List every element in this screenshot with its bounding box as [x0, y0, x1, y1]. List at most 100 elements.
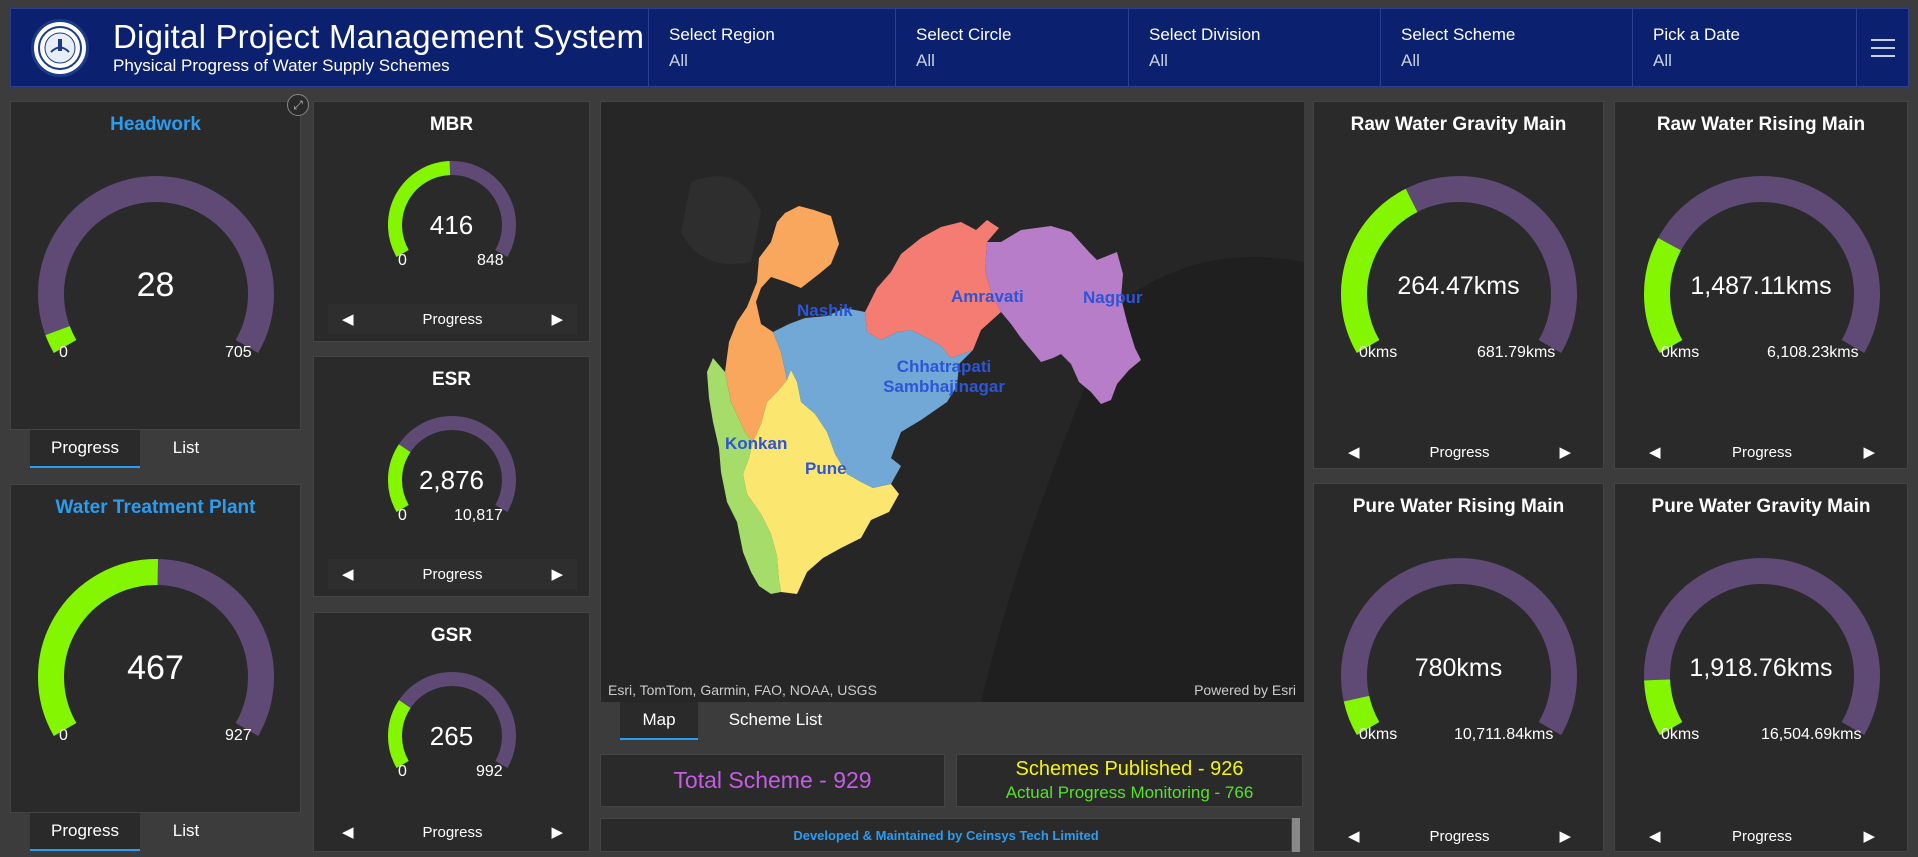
- pwrm-pager: ◀ Progress ▶: [1334, 823, 1585, 849]
- scrollbar[interactable]: [1292, 818, 1300, 852]
- app-header: Digital Project Management System Physic…: [10, 8, 1909, 87]
- gauge-track: [1341, 558, 1577, 735]
- pwrm-gauge: [1341, 558, 1577, 735]
- map-canvas[interactable]: [601, 102, 1304, 702]
- map-label-pune: Pune: [805, 459, 847, 478]
- filter-circle[interactable]: Select Circle All: [896, 9, 1129, 86]
- filter-region-label: Select Region: [669, 25, 775, 44]
- caret-left-icon[interactable]: ◀: [1649, 444, 1661, 461]
- rwgm-pager: ◀ Progress ▶: [1334, 439, 1585, 465]
- map-powered-by[interactable]: Powered by Esri: [1194, 682, 1296, 698]
- gsr-pager-label: Progress: [422, 823, 483, 841]
- mbr-gauge: [388, 161, 516, 257]
- rwrm-value: 1,487.11kms: [1690, 272, 1832, 300]
- gauge-fill: [1644, 678, 1683, 735]
- rwrm-title: Raw Water Rising Main: [1656, 114, 1866, 135]
- mbr-panel: MBR 416 0 848 ◀ Progress ▶: [313, 101, 590, 342]
- tab-map[interactable]: Map: [620, 702, 698, 740]
- pwgm-title: Pure Water Gravity Main: [1651, 496, 1871, 517]
- pwgm-pager: ◀ Progress ▶: [1635, 823, 1889, 849]
- filter-date[interactable]: Pick a Date All: [1633, 9, 1857, 86]
- mbr-min: 0: [398, 252, 407, 269]
- tab-list[interactable]: List: [150, 430, 222, 468]
- pwgm-min: 0kms: [1661, 726, 1700, 743]
- rwrm-pager-label: Progress: [1731, 443, 1793, 461]
- caret-right-icon[interactable]: ▶: [1863, 828, 1875, 845]
- gauge-fill: [38, 559, 158, 736]
- rwgm-title: Raw Water Gravity Main: [1350, 114, 1567, 135]
- headwork-panel: Headwork 28 0 705: [10, 101, 301, 430]
- gauge-fill: [1341, 188, 1418, 353]
- map-region-pune[interactable]: [743, 370, 899, 594]
- filter-division[interactable]: Select Division All: [1129, 9, 1381, 86]
- gauge-fill: [388, 700, 411, 768]
- filter-circle-label: Select Circle: [916, 25, 1012, 44]
- caret-right-icon[interactable]: ▶: [551, 824, 563, 841]
- mbr-pager-label: Progress: [422, 310, 483, 328]
- gsr-panel: GSR 265 0 992 ◀ Progress ▶: [313, 612, 590, 852]
- caret-right-icon[interactable]: ▶: [551, 311, 563, 328]
- esr-min: 0: [398, 507, 407, 524]
- filter-scheme[interactable]: Select Scheme All: [1381, 9, 1633, 86]
- rwrm-min: 0kms: [1661, 344, 1700, 361]
- caret-right-icon[interactable]: ▶: [1559, 444, 1571, 461]
- mbr-value: 416: [429, 210, 474, 240]
- expand-icon[interactable]: ⤢: [287, 94, 309, 116]
- map-region-nashik[interactable]: [725, 206, 839, 442]
- caret-left-icon[interactable]: ◀: [1649, 828, 1661, 845]
- rwgm-max: 681.79kms: [1477, 344, 1556, 361]
- map-label-nagpur: Nagpur: [1083, 288, 1143, 307]
- headwork-tabs: Progress List: [30, 430, 222, 468]
- map-region-konkan[interactable]: [707, 358, 781, 594]
- logo-icon: [31, 18, 89, 77]
- caret-right-icon[interactable]: ▶: [1863, 444, 1875, 461]
- tab-scheme-list[interactable]: Scheme List: [708, 702, 843, 740]
- map-attribution: Esri, TomTom, Garmin, FAO, NOAA, USGS: [608, 682, 877, 698]
- mbr-max: 848: [477, 252, 504, 269]
- pwrm-pager-label: Progress: [1429, 827, 1490, 845]
- schemes-published-text: Schemes Published - 926: [1015, 758, 1244, 780]
- tab-progress[interactable]: Progress: [30, 430, 140, 468]
- map-label-amravati: Amravati: [951, 287, 1024, 306]
- total-scheme-box: Total Scheme - 929: [600, 754, 945, 807]
- filter-region-value: All: [669, 51, 688, 70]
- caret-right-icon[interactable]: ▶: [551, 566, 563, 583]
- esr-gauge: [388, 416, 516, 512]
- wtp-title: Water Treatment Plant: [55, 497, 256, 518]
- menu-button[interactable]: [1857, 9, 1908, 86]
- pwrm-title: Pure Water Rising Main: [1352, 496, 1565, 517]
- tab-list[interactable]: List: [150, 813, 222, 851]
- map-region-chhatrapati-sambhajinagar[interactable]: [773, 308, 973, 488]
- tab-progress[interactable]: Progress: [30, 813, 140, 851]
- filter-division-label: Select Division: [1149, 25, 1261, 44]
- map-region-amravati[interactable]: [865, 220, 1001, 358]
- caret-left-icon[interactable]: ◀: [342, 824, 354, 841]
- gauge-fill: [45, 325, 77, 353]
- caret-left-icon[interactable]: ◀: [1348, 828, 1360, 845]
- rwgm-pager-label: Progress: [1429, 443, 1490, 461]
- app-title: Digital Project Management System: [113, 18, 645, 55]
- brand: Digital Project Management System Physic…: [11, 9, 649, 86]
- caret-left-icon[interactable]: ◀: [342, 566, 354, 583]
- gsr-title: GSR: [430, 625, 473, 646]
- headwork-title: Headwork: [110, 114, 201, 135]
- map-panel[interactable]: Nashik Amravati Nagpur Chhatrapati Sambh…: [600, 101, 1304, 702]
- pwgm-gauge: [1644, 558, 1880, 735]
- rwgm-panel: Raw Water Gravity Main 264.47kms 0kms 68…: [1313, 101, 1604, 469]
- pwrm-max: 10,711.84kms: [1454, 726, 1554, 743]
- filter-region[interactable]: Select Region All: [649, 9, 896, 86]
- esr-title: ESR: [431, 369, 472, 390]
- filter-circle-value: All: [916, 51, 935, 70]
- rwrm-pager: ◀ Progress ▶: [1635, 439, 1889, 465]
- mbr-pager: ◀ Progress ▶: [328, 304, 577, 334]
- filter-scheme-label: Select Scheme: [1401, 25, 1516, 44]
- gauge-track: [1644, 176, 1880, 353]
- caret-right-icon[interactable]: ▶: [1559, 828, 1571, 845]
- gauge-track: [1644, 558, 1880, 735]
- map-region-nagpur[interactable]: [985, 226, 1141, 404]
- filter-scheme-value: All: [1401, 51, 1420, 70]
- caret-left-icon[interactable]: ◀: [1348, 444, 1360, 461]
- caret-left-icon[interactable]: ◀: [342, 311, 354, 328]
- rwgm-min: 0kms: [1359, 344, 1398, 361]
- wtp-max: 927: [225, 727, 252, 744]
